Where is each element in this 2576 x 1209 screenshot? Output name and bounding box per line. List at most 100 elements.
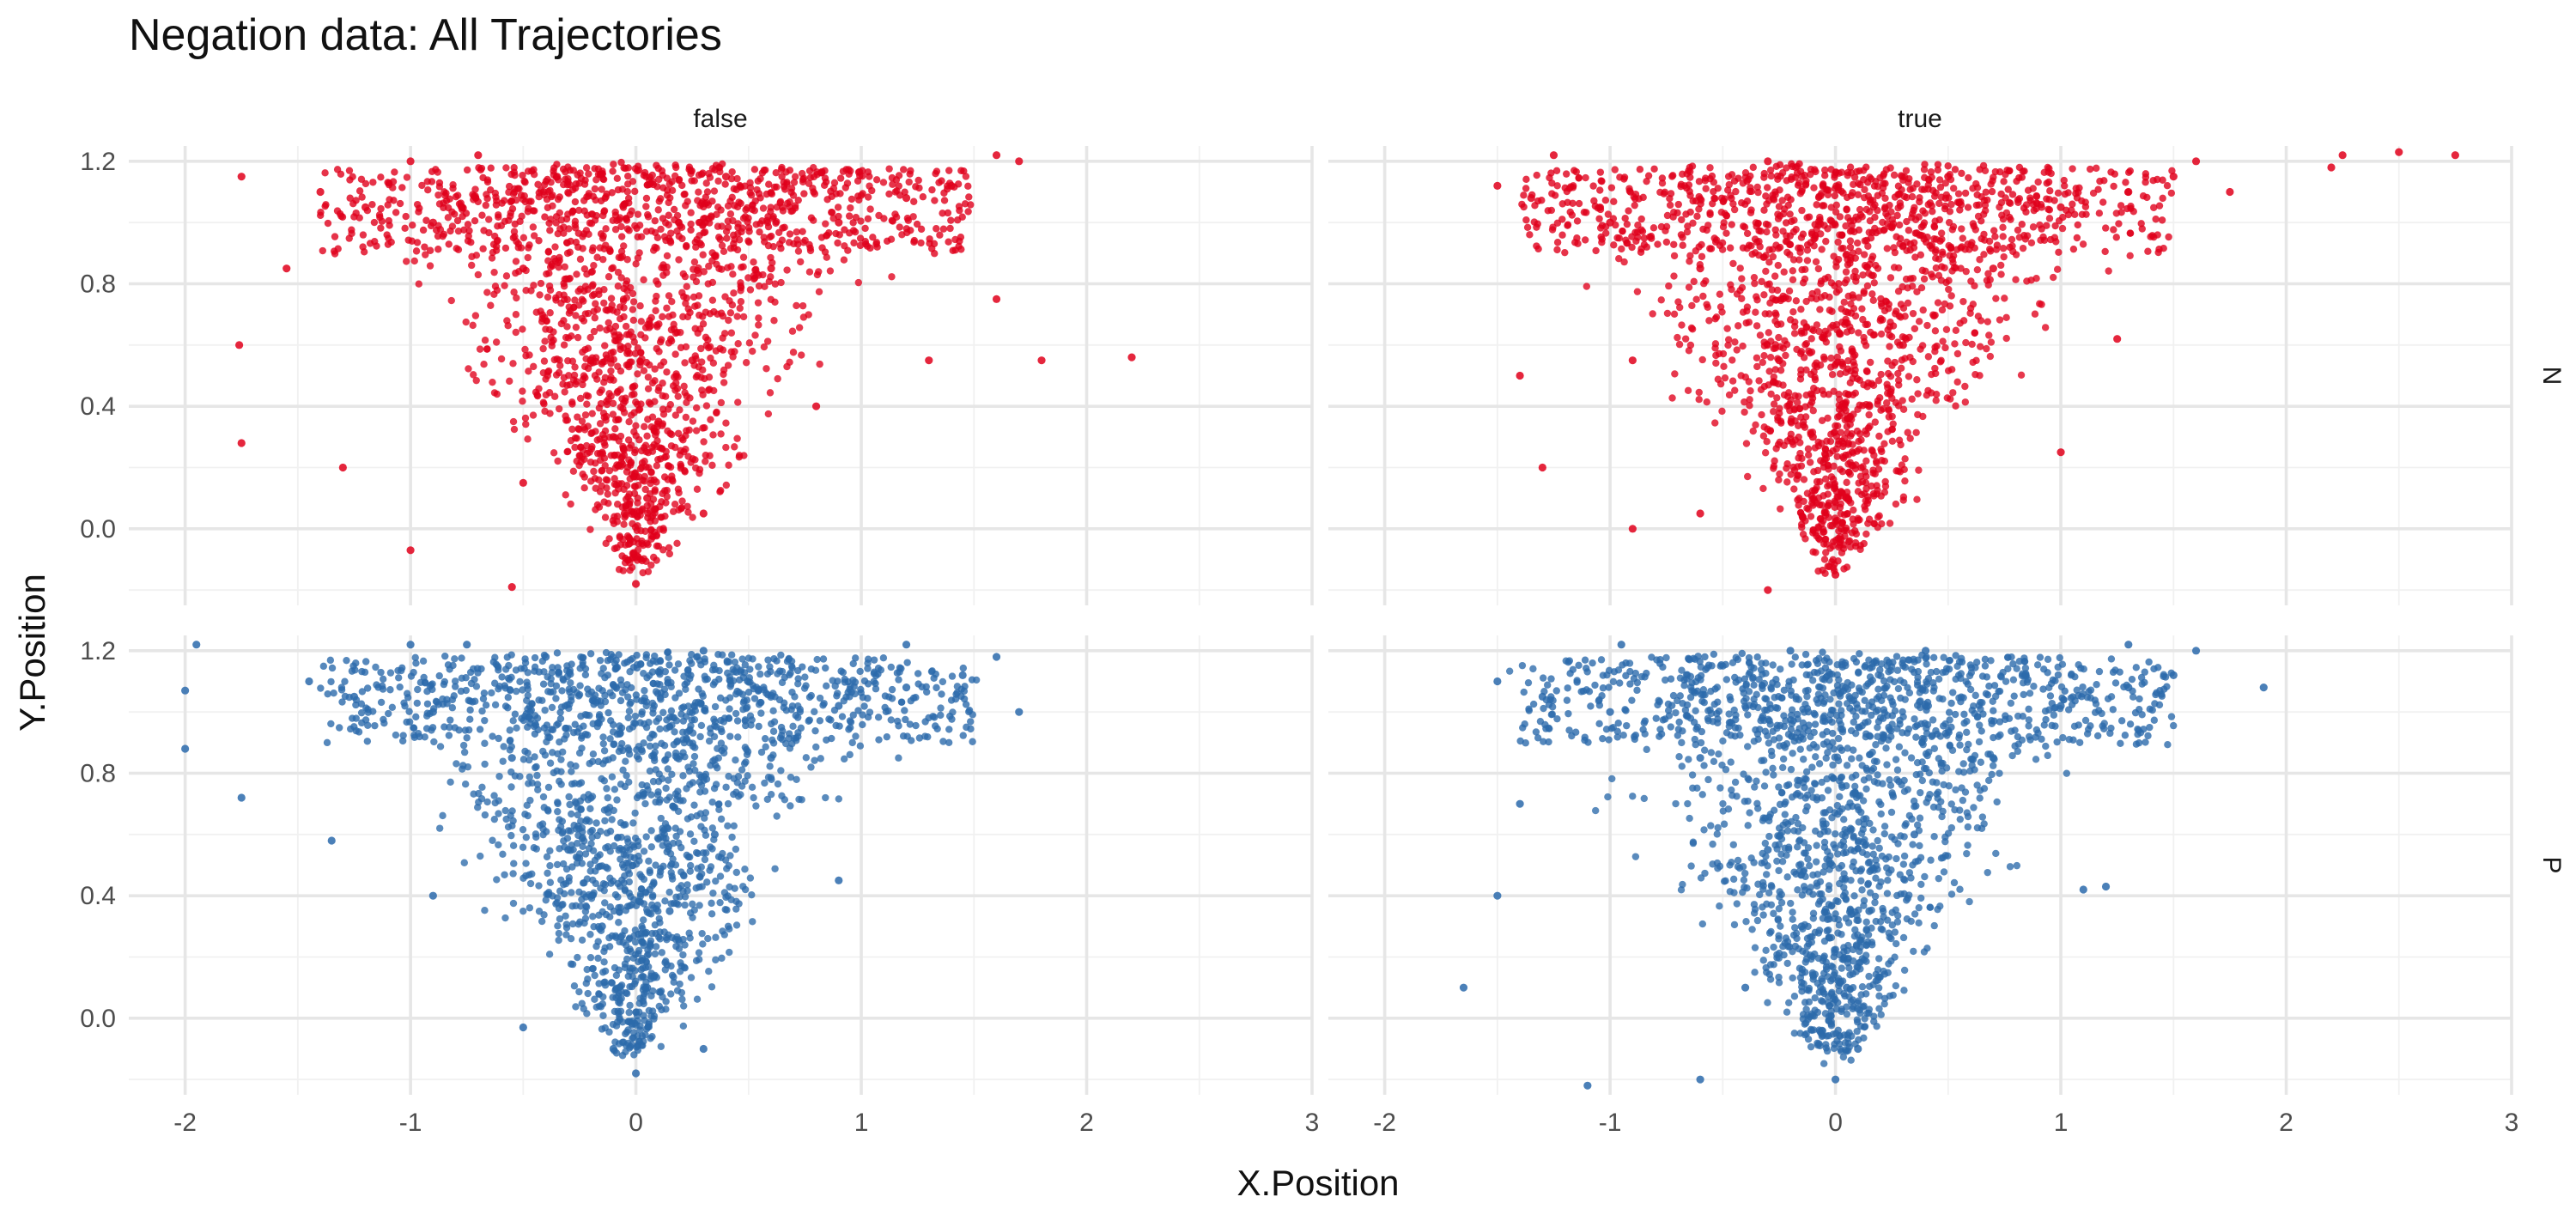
data-point [469,321,477,330]
data-point [463,166,471,174]
data-point [653,161,660,169]
data-point [562,931,570,939]
data-point [866,205,874,213]
data-point [350,213,358,221]
data-point [1705,317,1713,325]
data-point [1794,181,1802,189]
data-point [671,411,680,419]
data-point [2069,165,2076,173]
data-point [483,798,491,806]
data-point [1863,368,1871,375]
data-point [836,174,845,182]
data-point [659,410,668,418]
data-point [944,185,951,193]
data-point [580,287,588,295]
data-point [741,182,749,190]
data-point [708,296,717,304]
data-point [992,653,1001,661]
data-point [1662,238,1671,246]
data-point [687,209,695,216]
data-point [533,771,541,780]
data-point [1895,191,1903,198]
data-point [737,199,744,208]
data-point [487,301,495,309]
data-point [1687,324,1696,332]
data-point [556,845,563,853]
data-point [615,216,623,224]
data-point [603,326,611,334]
data-point [646,489,654,498]
data-point [1916,197,1923,206]
data-point [665,888,673,896]
data-point [1666,194,1674,203]
data-point [1758,410,1765,419]
data-point [1747,187,1756,196]
data-point [666,429,674,438]
data-point [1843,276,1850,284]
data-point [1809,407,1817,415]
data-point [1855,446,1863,453]
data-point [631,483,640,490]
data-point [481,739,489,747]
data-point [656,338,665,346]
data-point [1796,248,1804,256]
data-point [2001,295,2008,302]
data-point [519,907,527,915]
data-point [544,175,551,184]
data-point [571,184,580,192]
data-point [667,990,675,998]
data-point [568,207,577,216]
data-point [516,677,524,686]
data-point [599,1012,607,1019]
data-point [1928,173,1935,181]
data-point [181,686,190,695]
data-point [646,868,654,877]
data-point [602,539,610,548]
data-point [563,249,572,258]
data-point [655,914,663,923]
data-point [2046,187,2054,195]
data-point [1753,296,1761,304]
data-point [1801,535,1809,543]
data-point [436,743,445,750]
data-point [634,254,642,262]
data-point [562,215,571,223]
data-point [1988,187,1996,196]
data-point [492,193,500,201]
data-point [653,462,661,470]
data-point [1944,162,1952,170]
data-point [654,908,662,915]
data-point [489,378,496,386]
data-point [841,184,849,191]
data-point [2078,210,2087,218]
data-point [1855,226,1863,234]
data-point [2015,195,2024,203]
data-point [739,253,748,261]
data-point [1732,187,1740,196]
data-point [1895,436,1904,444]
data-point [533,781,542,788]
data-point [1861,251,1868,258]
data-point [648,171,656,179]
data-point [539,368,548,377]
data-point [759,270,767,279]
data-point [631,349,640,357]
data-point [384,201,392,209]
data-point [729,353,737,361]
data-point [728,193,736,202]
data-point [1846,243,1855,252]
data-point [1788,173,1795,181]
data-point [410,257,418,265]
data-point [592,484,599,492]
data-point [1864,179,1872,186]
data-point [608,816,616,823]
data-point [597,197,605,205]
data-point [638,1042,646,1049]
data-point [647,179,655,187]
data-point [1883,245,1892,252]
data-point [624,744,632,752]
data-point [722,443,730,452]
data-point [1835,390,1843,398]
data-point [1748,250,1756,258]
data-point [1923,321,1931,330]
